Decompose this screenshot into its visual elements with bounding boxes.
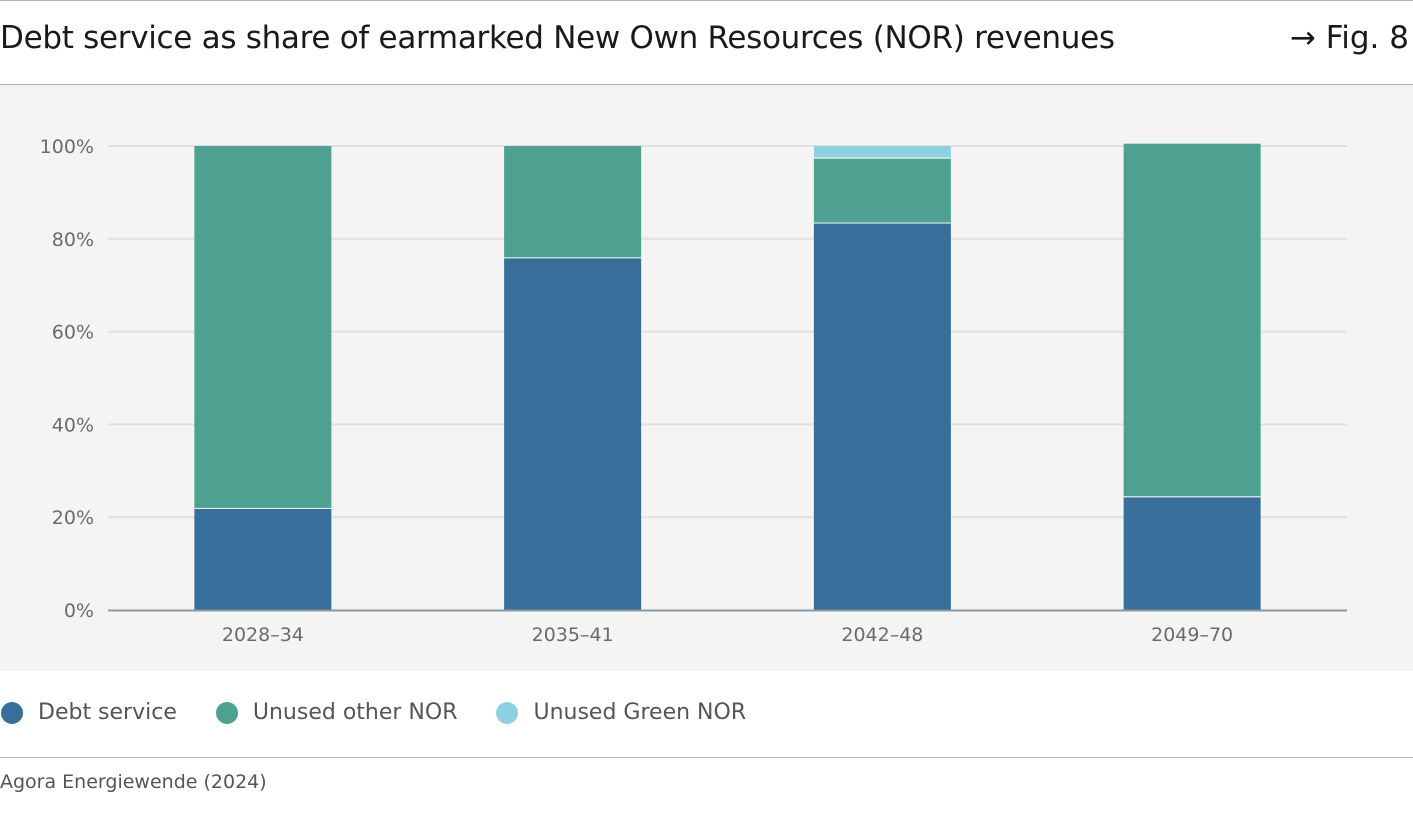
top-rule [0, 0, 1413, 1]
bar-segment-debt-service [813, 222, 951, 610]
legend-item-unused-green-nor: Unused Green NOR [495, 700, 746, 725]
y-tick-label: 0% [64, 600, 94, 622]
legend-label-unused-other-nor: Unused other NOR [252, 700, 458, 725]
x-tick-label: 2035–41 [532, 624, 614, 646]
y-tick-label: 20% [52, 507, 94, 529]
x-tick-label: 2049–70 [1151, 624, 1233, 646]
bar-segment-debt-service [1123, 496, 1261, 610]
legend-swatch-unused-other-nor [215, 701, 238, 724]
legend-swatch-unused-green-nor [496, 701, 519, 724]
figure-reference[interactable]: → Fig. 8 [1289, 20, 1409, 56]
bar-segment-debt-service [194, 507, 332, 610]
legend: Debt service Unused other NOR Unused Gre… [0, 700, 784, 725]
legend-label-unused-green-nor: Unused Green NOR [533, 700, 747, 725]
legend-item-debt-service: Debt service [0, 700, 177, 725]
bar-segment-unused-other-nor [1123, 143, 1261, 497]
x-tick-label: 2028–34 [222, 624, 304, 646]
legend-label-debt-service: Debt service [38, 700, 177, 725]
y-tick-label: 100% [40, 136, 94, 158]
source-rule [0, 757, 1413, 758]
legend-swatch-debt-service [1, 701, 23, 724]
y-tick-label: 40% [52, 414, 94, 436]
title-rule [0, 84, 1413, 85]
bar-segment-unused-other-nor [194, 146, 332, 508]
x-tick-label: 2042–48 [841, 624, 923, 646]
legend-item-unused-other-nor: Unused other NOR [215, 700, 458, 725]
bar-segment-unused-other-nor [504, 146, 642, 258]
chart-title: Debt service as share of earmarked New O… [0, 20, 1115, 56]
y-tick-label: 80% [52, 229, 94, 251]
bar-segment-unused-other-nor [813, 157, 951, 223]
source-note: Agora Energiewende (2024) [0, 771, 267, 793]
bar-segment-debt-service [504, 257, 642, 610]
y-tick-label: 60% [52, 322, 94, 344]
bar-segment-unused-green-nor [813, 146, 951, 158]
